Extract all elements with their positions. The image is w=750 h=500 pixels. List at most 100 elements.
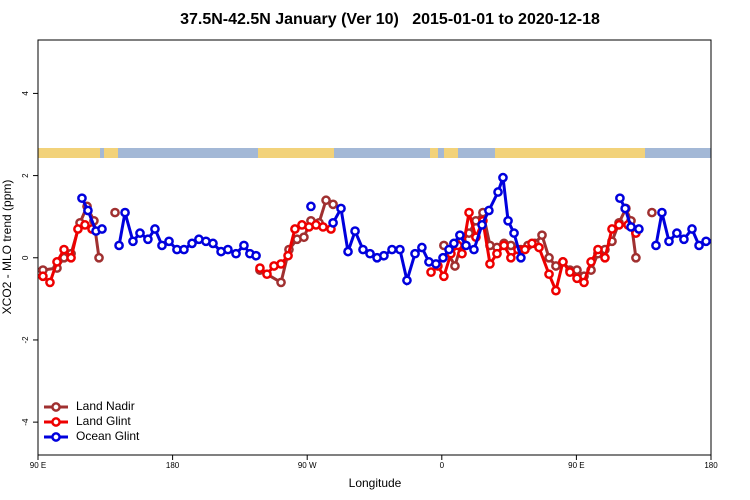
legend-marker: [51, 417, 61, 427]
point: [83, 205, 93, 216]
point: [128, 236, 138, 247]
point: [620, 203, 631, 214]
y-tick-label: -2: [21, 336, 30, 344]
point: [579, 277, 589, 288]
point: [321, 195, 331, 206]
x-tick-label: 0: [440, 461, 445, 470]
point: [485, 259, 495, 269]
point: [208, 238, 218, 249]
point: [506, 252, 516, 263]
point: [94, 252, 104, 263]
point: [457, 248, 467, 259]
point: [150, 224, 160, 234]
y-axis-label: XCO2 - MLO trend (ppm): [0, 180, 14, 315]
point: [387, 244, 397, 255]
point: [664, 236, 674, 247]
series: [77, 172, 711, 287]
point: [328, 217, 338, 228]
point: [544, 269, 554, 280]
point: [110, 207, 120, 218]
point: [461, 240, 471, 251]
point: [431, 259, 441, 269]
point: [417, 242, 427, 253]
point: [492, 248, 502, 259]
point: [179, 244, 189, 255]
point: [593, 244, 603, 255]
point: [255, 263, 265, 273]
point: [657, 207, 667, 218]
point: [52, 257, 62, 267]
point: [499, 240, 509, 251]
legend-marker: [51, 432, 61, 442]
point: [551, 285, 561, 296]
point: [328, 199, 338, 210]
point: [336, 203, 346, 214]
point: [586, 257, 596, 267]
point: [350, 226, 360, 236]
point: [251, 250, 261, 261]
x-tick-label: 90 W: [298, 461, 317, 470]
point: [614, 220, 624, 230]
point: [231, 248, 241, 259]
y-tick-label: 0: [21, 255, 30, 260]
point: [534, 242, 544, 253]
point: [701, 236, 711, 247]
point: [509, 228, 519, 238]
y-tick-label: 2: [21, 173, 30, 178]
point: [687, 224, 697, 234]
point: [572, 273, 582, 284]
series: [38, 207, 641, 296]
point: [410, 248, 420, 259]
point: [647, 207, 657, 218]
point: [558, 257, 568, 267]
plot-frame: [37, 39, 712, 456]
point: [626, 222, 636, 232]
point: [343, 246, 353, 257]
point: [477, 220, 487, 230]
point: [469, 244, 479, 255]
point: [73, 224, 83, 234]
point: [464, 207, 474, 218]
point: [679, 234, 689, 245]
point: [283, 250, 293, 261]
point: [516, 252, 526, 263]
legend-marker: [51, 402, 61, 412]
point: [634, 224, 644, 234]
point: [306, 201, 316, 212]
x-axis-label: Longitude: [349, 476, 402, 490]
point: [402, 275, 412, 286]
point: [299, 232, 309, 243]
point: [426, 267, 436, 278]
x-tick-label: 180: [704, 461, 718, 470]
point: [97, 224, 107, 234]
point: [59, 244, 69, 255]
point: [498, 172, 508, 183]
point: [694, 240, 704, 251]
point: [143, 234, 153, 245]
point: [544, 252, 554, 263]
point: [455, 230, 465, 241]
point: [551, 261, 561, 271]
point: [135, 228, 145, 238]
point: [379, 250, 389, 261]
point: [537, 230, 547, 241]
point: [615, 193, 625, 204]
point: [66, 252, 76, 263]
point: [565, 267, 575, 278]
point: [80, 220, 90, 230]
point: [114, 240, 124, 251]
point: [358, 244, 368, 255]
x-tick-label: 90 E: [30, 461, 46, 470]
point: [600, 252, 610, 263]
point: [484, 205, 494, 216]
point: [365, 248, 375, 259]
point: [318, 222, 328, 232]
point: [503, 215, 513, 226]
point: [527, 238, 537, 249]
point: [223, 244, 233, 255]
point: [631, 252, 641, 263]
legend-label: Land Nadir: [76, 399, 135, 413]
point: [450, 261, 460, 271]
point: [239, 240, 249, 251]
point: [493, 187, 503, 197]
